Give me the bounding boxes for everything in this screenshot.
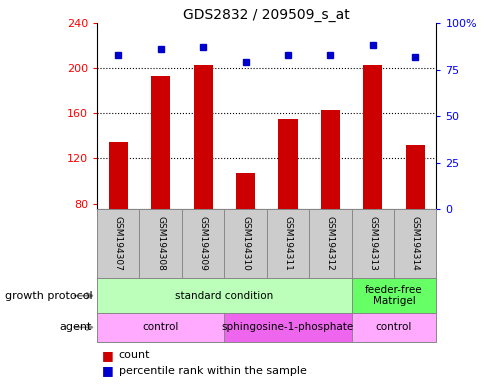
Text: GSM194314: GSM194314 [410,217,419,271]
Text: growth protocol: growth protocol [4,291,92,301]
Text: GSM194307: GSM194307 [113,217,122,271]
Text: percentile rank within the sample: percentile rank within the sample [119,366,306,376]
Text: GSM194312: GSM194312 [325,217,334,271]
Bar [139,209,182,278]
Bar [320,110,339,209]
Bar [97,313,224,342]
Bar [151,76,170,209]
Bar [97,278,351,313]
Bar [108,142,127,209]
Text: feeder-free
Matrigel: feeder-free Matrigel [364,285,422,306]
Bar [236,173,255,209]
Text: GSM194309: GSM194309 [198,217,207,271]
Bar [266,209,308,278]
Bar [97,209,139,278]
Text: ■: ■ [102,349,113,362]
Bar [351,278,436,313]
Text: sphingosine-1-phosphate: sphingosine-1-phosphate [221,322,353,333]
Text: GSM194313: GSM194313 [367,217,377,271]
Bar [393,209,436,278]
Text: standard condition: standard condition [175,291,273,301]
Bar [224,209,266,278]
Bar [278,119,297,209]
Bar [363,65,381,209]
Text: control: control [142,322,179,333]
Bar [308,209,351,278]
Bar [193,65,212,209]
Bar [351,313,436,342]
Text: GSM194311: GSM194311 [283,217,292,271]
Text: agent: agent [60,322,92,333]
Bar [224,313,351,342]
Bar [351,209,393,278]
Bar [182,209,224,278]
Text: control: control [375,322,411,333]
Title: GDS2832 / 209509_s_at: GDS2832 / 209509_s_at [183,8,349,22]
Text: count: count [119,350,150,360]
Bar [405,145,424,209]
Text: GSM194310: GSM194310 [241,217,250,271]
Text: ■: ■ [102,364,113,377]
Text: GSM194308: GSM194308 [156,217,165,271]
